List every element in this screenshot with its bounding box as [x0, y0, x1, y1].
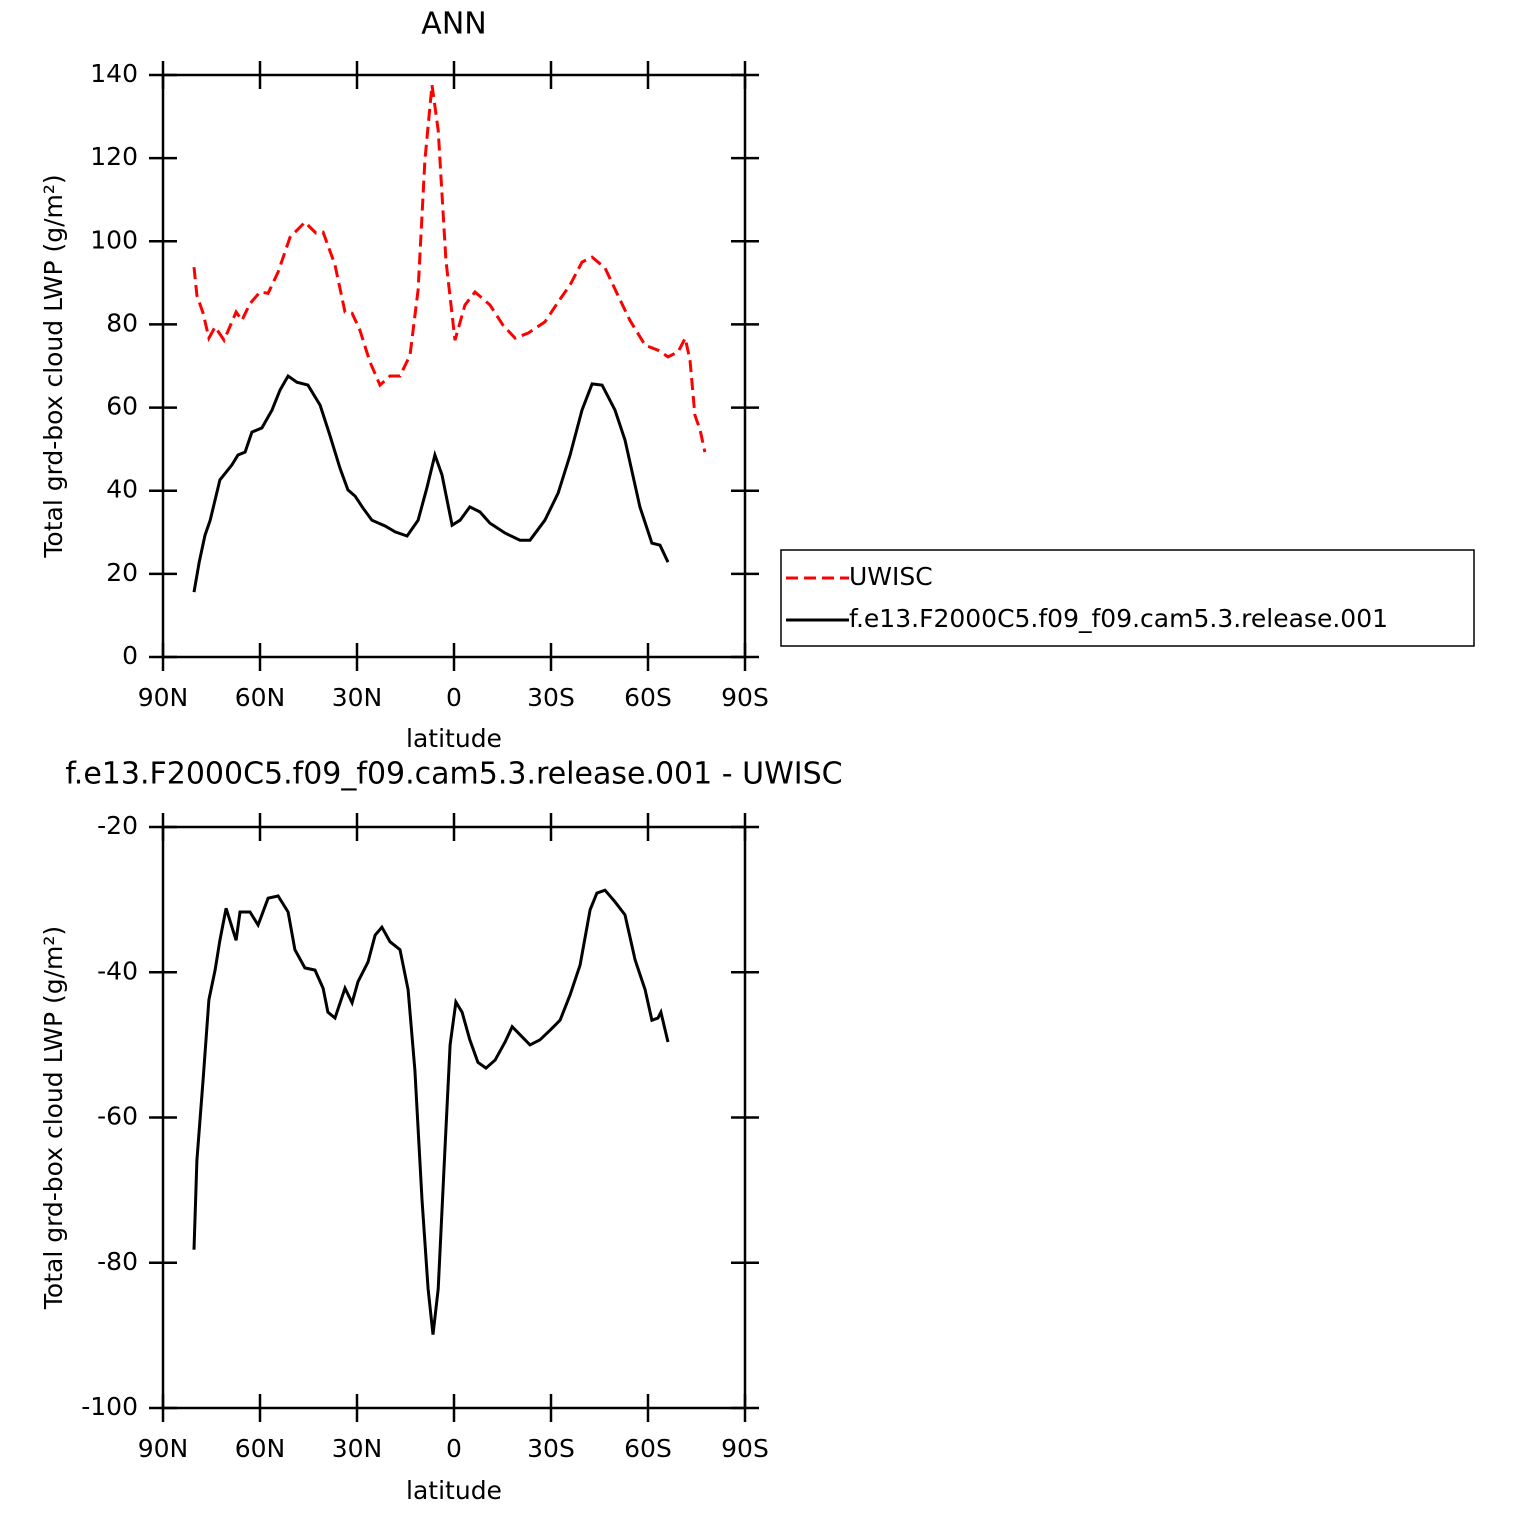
- x-tick-label: 60N: [235, 1434, 286, 1463]
- y-tick-label: 120: [90, 142, 138, 171]
- x-axis-label: latitude: [406, 1476, 502, 1505]
- x-tick-label: 60S: [624, 683, 672, 712]
- x-tick-label: 90S: [721, 1434, 769, 1463]
- plot-frame: [161, 73, 747, 659]
- x-tick-label: 30N: [332, 683, 383, 712]
- x-tick-label: 0: [446, 1434, 462, 1463]
- x-axis-label: latitude: [406, 724, 502, 753]
- chart-title: ANN: [421, 7, 486, 42]
- y-tick-label: -20: [97, 811, 138, 840]
- x-tick-label: 60S: [624, 1434, 672, 1463]
- y-tick-label: -100: [81, 1392, 138, 1421]
- x-tick-label: 30N: [332, 1434, 383, 1463]
- y-tick-label: 0: [122, 641, 138, 670]
- x-tick-label: 90N: [138, 683, 189, 712]
- x-tick-label: 60N: [235, 683, 286, 712]
- legend-label: f.e13.F2000C5.f09_f09.cam5.3.release.001: [849, 604, 1388, 633]
- legend-box: [780, 549, 1475, 647]
- x-tick-label: 30S: [527, 683, 575, 712]
- y-tick-label: 80: [106, 308, 138, 337]
- y-axis-label: Total grd-box cloud LWP (g/m²): [39, 174, 68, 558]
- legend-label: UWISC: [849, 562, 933, 591]
- data-line: [192, 373, 670, 593]
- y-tick-label: 40: [106, 475, 138, 504]
- y-tick-label: -80: [97, 1247, 138, 1276]
- data-line: [192, 888, 670, 1335]
- x-tick-label: 90N: [138, 1434, 189, 1463]
- data-line: [192, 84, 707, 453]
- y-tick-label: -60: [97, 1102, 138, 1131]
- y-tick-label: 60: [106, 392, 138, 421]
- x-tick-label: 0: [446, 683, 462, 712]
- y-tick-label: 20: [106, 558, 138, 587]
- y-axis-label: Total grd-box cloud LWP (g/m²): [39, 926, 68, 1310]
- x-tick-label: 90S: [721, 683, 769, 712]
- chart-title: f.e13.F2000C5.f09_f09.cam5.3.release.001…: [65, 757, 842, 792]
- y-tick-label: 140: [90, 59, 138, 88]
- x-tick-label: 30S: [527, 1434, 575, 1463]
- y-tick-label: 100: [90, 225, 138, 254]
- y-tick-label: -40: [97, 956, 138, 985]
